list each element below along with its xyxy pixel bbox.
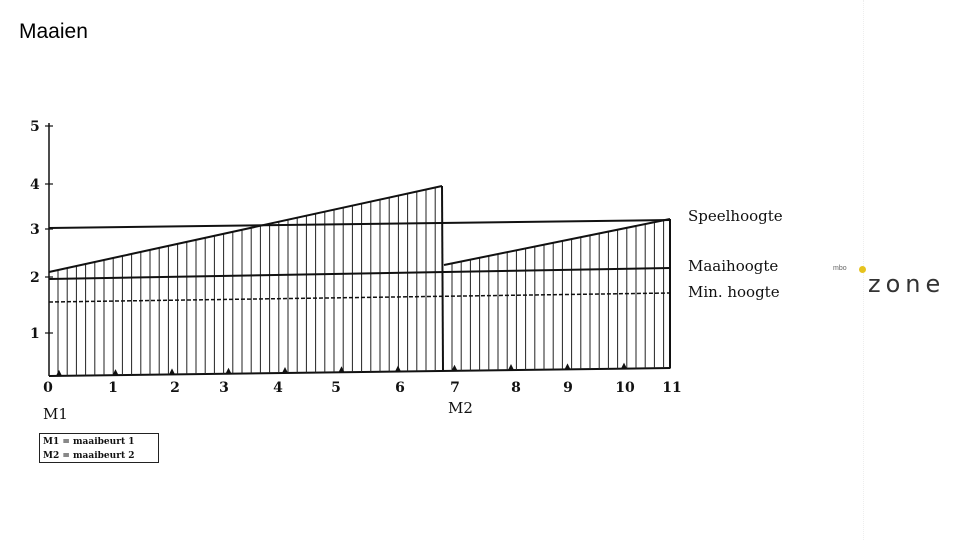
- ground-marker: [451, 364, 458, 371]
- y-tick-label: 4: [30, 177, 40, 193]
- legend-row-m1: M1 = maaibeurt 1: [43, 437, 135, 447]
- x-tick-label: 4: [273, 380, 283, 396]
- slide-title: Maaien: [19, 20, 88, 43]
- maaihoogte-line: [48, 267, 671, 280]
- ground-marker: [56, 369, 62, 376]
- x-tick-label: 8: [511, 380, 521, 396]
- axes: [45, 123, 671, 377]
- mow-mark-m1: M1: [43, 405, 68, 423]
- y-tick-label: 3: [30, 222, 40, 238]
- logo-zone-text: zone: [868, 270, 946, 298]
- x-tick-label: 11: [662, 380, 681, 396]
- x-tick-label: 10: [615, 380, 635, 396]
- logo-dot-icon: [859, 266, 866, 273]
- mow-drop-line: [441, 185, 444, 371]
- x-tick-label: 6: [395, 380, 405, 396]
- label-min-hoogte: Min. hoogte: [688, 283, 780, 301]
- ground-marker: [508, 364, 514, 371]
- ground-marker: [282, 366, 288, 373]
- legend-row-m2: M2 = maaibeurt 2: [43, 451, 135, 461]
- label-maaihoogte: Maaihoogte: [688, 257, 778, 275]
- min-hoogte-line: [48, 292, 671, 303]
- y-tick-label: 5: [30, 119, 40, 135]
- growth-line-1: [48, 185, 443, 273]
- growth-line-2: [443, 218, 671, 266]
- x-tick-label: 7: [450, 380, 460, 396]
- y-tick-label: 2: [30, 270, 40, 286]
- label-speelhoogte: Speelhoogte: [688, 207, 783, 225]
- legend: M1 = maaibeurt 1 M2 = maaibeurt 2: [39, 433, 159, 463]
- ground-marker: [112, 369, 119, 376]
- x-tick-label: 3: [219, 380, 229, 396]
- x-tick-label: 2: [170, 380, 180, 396]
- grass-growth-stripes: [48, 185, 671, 376]
- ground-marker: [225, 367, 232, 374]
- axis-labels: 1 2 3 4 5 0 1 2 3 4 5 6 7 8 9 10 11 M1 M2 Speelhoogte Maaiho…: [30, 119, 783, 423]
- mow-mark-m2: M2: [448, 399, 473, 417]
- ground-marker: [169, 368, 175, 375]
- ground-marker: [621, 362, 627, 369]
- x-axis-line: [48, 367, 671, 377]
- speelhoogte-line: [48, 219, 671, 229]
- x-tick-label: 9: [563, 380, 573, 396]
- y-tick-label: 1: [30, 326, 40, 342]
- x-tick-label: 5: [331, 380, 341, 396]
- ground-marker: [338, 366, 345, 373]
- ground-marker: [564, 363, 571, 370]
- logo-mbo-text: mbo: [833, 265, 847, 272]
- reference-lines: [48, 219, 671, 303]
- ground-marker: [395, 365, 401, 372]
- x-tick-label: 1: [108, 380, 118, 396]
- x-tick-label: 0: [43, 380, 53, 396]
